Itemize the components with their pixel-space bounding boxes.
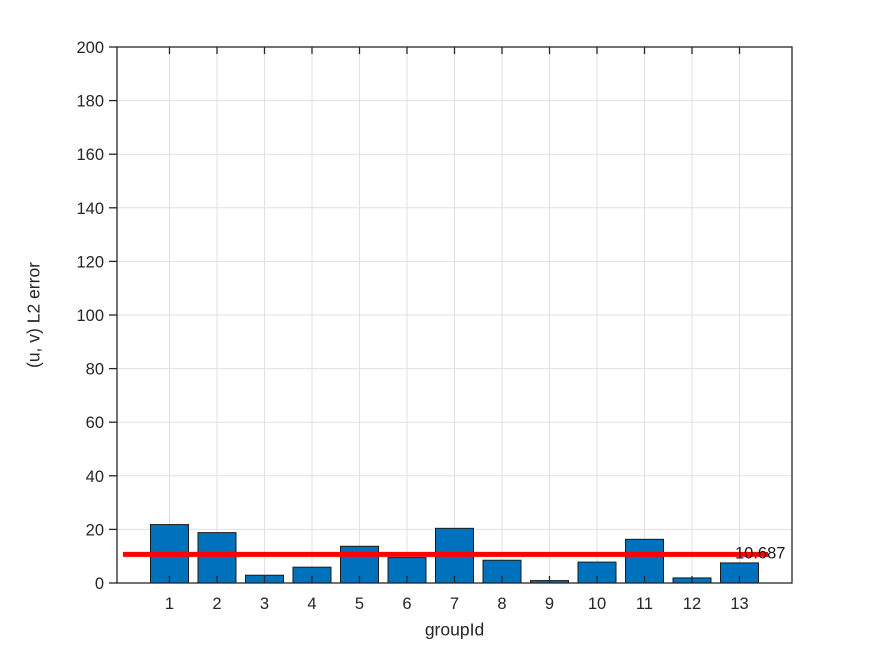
y-tick-label: 120	[76, 253, 104, 271]
y-tick-label: 40	[86, 468, 104, 486]
x-tick-label: 8	[497, 595, 506, 613]
x-tick-label: 12	[683, 595, 701, 613]
x-tick-label: 1	[165, 595, 174, 613]
x-tick-label: 11	[636, 595, 653, 613]
y-tick-label: 180	[76, 93, 104, 111]
bar	[197, 532, 237, 584]
x-tick-label: 2	[212, 595, 221, 613]
x-tick-label: 5	[355, 595, 364, 613]
threshold-label: 10.687	[735, 544, 786, 563]
x-tick-label: 9	[545, 595, 554, 613]
y-tick-label: 160	[76, 146, 104, 164]
y-tick-label: 140	[76, 200, 104, 218]
x-tick-label: 13	[730, 595, 748, 613]
x-tick-label: 4	[307, 595, 316, 613]
y-axis-label: (u, v) L2 error	[23, 262, 44, 368]
x-axis-label: groupId	[424, 619, 485, 640]
x-tick-label: 3	[260, 595, 269, 613]
x-tick-label: 10	[588, 595, 606, 613]
y-tick-label: 0	[95, 575, 104, 593]
bar	[625, 538, 665, 584]
y-tick-label: 200	[76, 39, 104, 57]
y-tick-label: 100	[76, 307, 104, 325]
x-tick-label: 7	[450, 595, 459, 613]
y-tick-label: 80	[86, 361, 104, 379]
y-tick-label: 60	[86, 414, 104, 432]
y-tick-label: 20	[86, 521, 104, 539]
x-tick-label: 6	[402, 595, 411, 613]
